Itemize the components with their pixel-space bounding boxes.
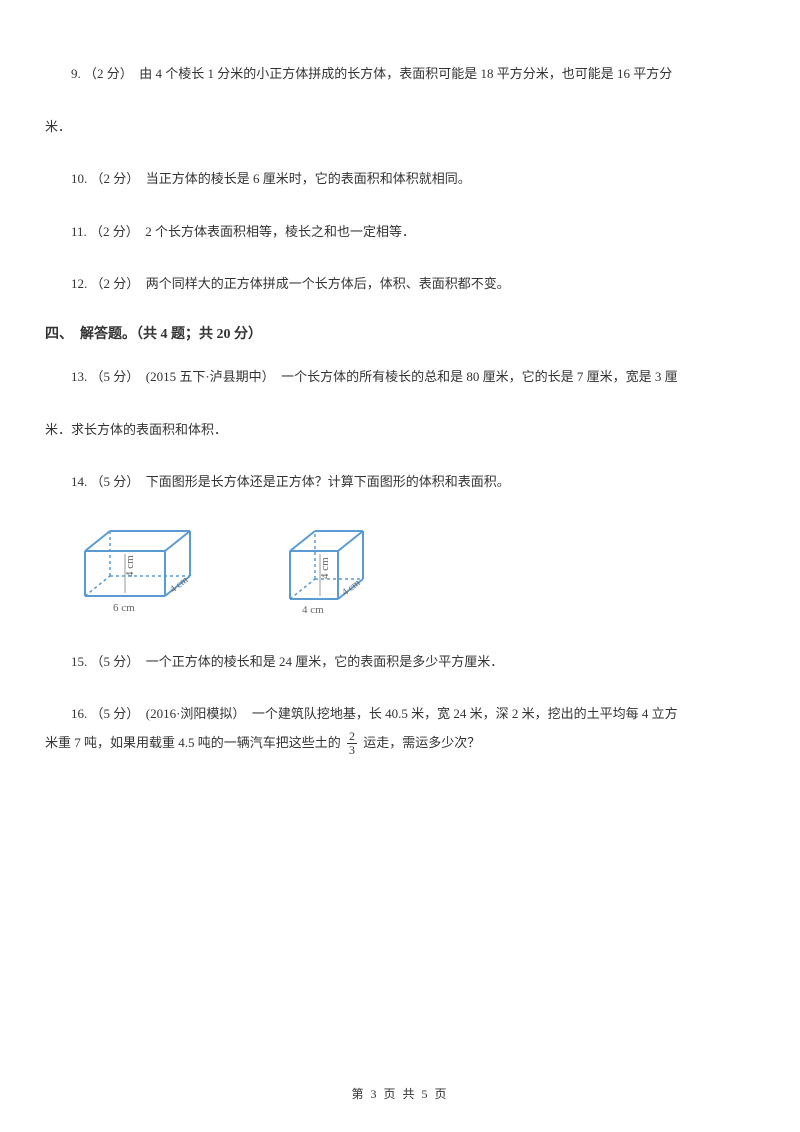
question-15: 15. （5 分） 一个正方体的棱长和是 24 厘米，它的表面积是多少平方厘米．	[45, 648, 755, 677]
question-11: 11. （2 分） 2 个长方体表面积相等，棱长之和也一定相等．	[45, 218, 755, 247]
section-4-header: 四、 解答题。（共 4 题；共 20 分）	[45, 323, 755, 343]
width-label: 6 cm	[113, 602, 135, 614]
footer-text: 第 3 页 共 5 页	[351, 1087, 448, 1101]
question-10: 10. （2 分） 当正方体的棱长是 6 厘米时，它的表面积和体积就相同。	[45, 165, 755, 194]
fraction-denominator: 3	[347, 744, 357, 757]
question-text: 14. （5 分） 下面图形是长方体还是正方体？计算下面图形的体积和表面积。	[71, 474, 510, 489]
width-label: 4 cm	[302, 604, 324, 616]
question-text-part-a: 米重 7 吨，如果用载重 4.5 吨的一辆汽车把这些土的	[45, 735, 344, 750]
cube-figure: 4 cm 4 cm 4 cm	[280, 521, 390, 620]
question-9: 9. （2 分） 由 4 个棱长 1 分米的小正方体拼成的长方体，表面积可能是 …	[45, 60, 755, 89]
question-text: 16. （5 分） (2016·浏阳模拟） 一个建筑队挖地基，长 40.5 米，…	[71, 706, 678, 721]
cuboid-figure: 4 cm 6 cm 4 cm	[75, 521, 210, 620]
question-text: 15. （5 分） 一个正方体的棱长和是 24 厘米，它的表面积是多少平方厘米．	[71, 654, 503, 669]
question-text: 12. （2 分） 两个同样大的正方体拼成一个长方体后，体积、表面积都不变。	[71, 276, 510, 291]
question-13-cont: 米．求长方体的表面积和体积．	[45, 416, 755, 445]
question-12: 12. （2 分） 两个同样大的正方体拼成一个长方体后，体积、表面积都不变。	[45, 270, 755, 299]
question-14: 14. （5 分） 下面图形是长方体还是正方体？计算下面图形的体积和表面积。	[45, 468, 755, 497]
question-text: 米．求长方体的表面积和体积．	[45, 422, 227, 437]
question-text: 11. （2 分） 2 个长方体表面积相等，棱长之和也一定相等．	[71, 224, 415, 239]
depth-label: 4 cm	[340, 577, 362, 598]
question-9-cont: 米．	[45, 113, 755, 142]
page-footer: 第 3 页 共 5 页	[0, 1085, 800, 1102]
question-text: 13. （5 分） (2015 五下·泸县期中） 一个长方体的所有棱长的总和是 …	[71, 369, 678, 384]
question-text: 9. （2 分） 由 4 个棱长 1 分米的小正方体拼成的长方体，表面积可能是 …	[71, 66, 672, 81]
fraction: 23	[347, 730, 357, 757]
height-label: 4 cm	[319, 557, 331, 579]
fraction-numerator: 2	[347, 730, 357, 744]
question-text: 米．	[45, 119, 71, 134]
section-title: 四、 解答题。（共 4 题；共 20 分）	[45, 327, 262, 342]
question-16: 16. （5 分） (2016·浏阳模拟） 一个建筑队挖地基，长 40.5 米，…	[45, 700, 755, 757]
figures-container: 4 cm 6 cm 4 cm 4 cm	[75, 521, 755, 620]
question-text-part-b: 运走，需运多少次？	[360, 735, 480, 750]
question-text: 10. （2 分） 当正方体的棱长是 6 厘米时，它的表面积和体积就相同。	[71, 171, 471, 186]
height-label: 4 cm	[124, 555, 136, 577]
question-13: 13. （5 分） (2015 五下·泸县期中） 一个长方体的所有棱长的总和是 …	[45, 363, 755, 392]
